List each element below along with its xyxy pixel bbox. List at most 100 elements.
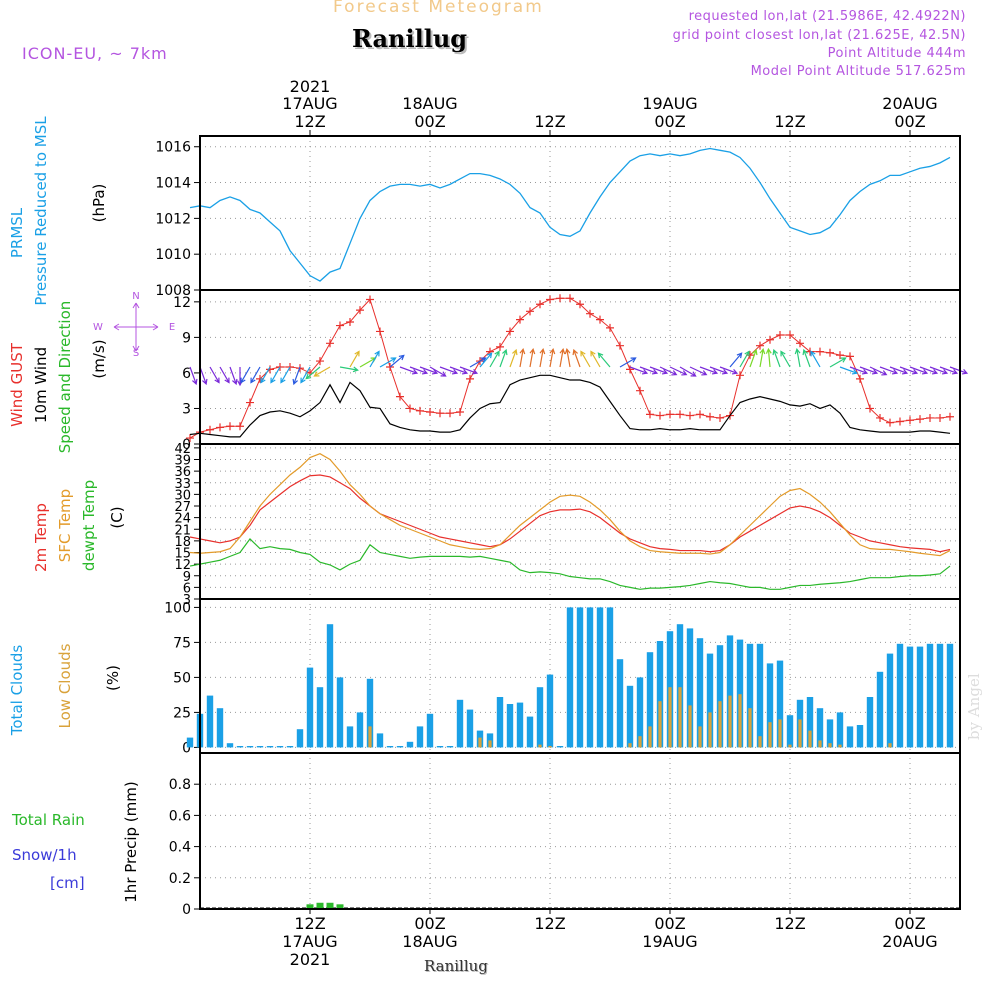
total-clouds-bar: [396, 746, 404, 748]
y-tick-label: 0: [182, 740, 191, 756]
total-clouds-bar: [276, 746, 284, 748]
pressure-line: [189, 147, 951, 282]
panel-frame-precip: [199, 752, 961, 910]
gust-marker: [786, 331, 794, 340]
total-clouds-bar: [356, 712, 364, 748]
pressure-label-prmsl: PRMSL: [8, 207, 26, 258]
wind-direction-arrow: [199, 366, 208, 386]
wind-direction-arrow: [509, 348, 518, 368]
total-rain-label: Total Rain: [11, 811, 85, 829]
bottom-time-label: 19AUG: [642, 932, 697, 951]
wind-direction-arrow: [597, 352, 611, 368]
wind-direction-arrow: [839, 366, 859, 375]
wind-direction-arrow: [739, 350, 750, 368]
gust-marker: [576, 300, 584, 309]
top-date-label: 18AUG: [402, 94, 457, 113]
wind-direction-arrow: [669, 366, 688, 376]
y-tick-label: 27: [174, 500, 191, 515]
wind-direction-arrow: [479, 352, 493, 368]
y-tick-label: 1016: [155, 140, 191, 156]
sfc-temp-label: SFC Temp: [56, 489, 74, 562]
gust-marker: [346, 317, 354, 326]
total-clouds-bar: [256, 746, 264, 748]
total-clouds-bar: [706, 653, 714, 748]
rain-bar: [326, 902, 334, 909]
total-clouds-bar: [576, 607, 584, 748]
wind-direction-arrow: [919, 366, 939, 375]
gust-marker: [646, 410, 654, 419]
total-clouds-bar: [896, 643, 904, 748]
y-tick-label: 39: [174, 454, 191, 469]
total-clouds-bar: [826, 719, 834, 748]
y-tick-label: 0: [182, 437, 191, 453]
low-clouds-bar: [538, 744, 542, 748]
gust-marker: [246, 398, 254, 407]
total-clouds-bar: [236, 746, 244, 748]
gust-marker: [846, 352, 854, 361]
top-time-label: 00Z: [414, 112, 445, 131]
sfc-temp-line: [189, 453, 951, 557]
y-tick-label: 15: [174, 547, 191, 562]
low-clouds-bar: [728, 695, 732, 748]
total-clouds-bar: [636, 677, 644, 748]
total-clouds-bar: [566, 607, 574, 748]
wind-direction-arrow: [559, 348, 566, 368]
panel-frame-pressure: [199, 135, 961, 291]
gust-marker: [876, 413, 884, 422]
top-time-label: 12Z: [774, 112, 805, 131]
total-clouds-bar: [316, 687, 324, 748]
wind-direction-arrow: [909, 366, 929, 375]
low-clouds-bar: [488, 740, 492, 748]
wind-direction-arrow: [580, 350, 591, 368]
low-clouds-label: Low Clouds: [56, 643, 74, 728]
total-clouds-bar: [416, 726, 424, 748]
gust-marker: [896, 417, 904, 426]
gust-marker: [526, 307, 534, 316]
y-tick-label: 0.6: [169, 808, 191, 824]
wind-direction-arrow: [939, 366, 959, 375]
wind-direction-arrow: [250, 366, 261, 384]
wind-direction-arrow: [419, 366, 439, 375]
wind-direction-arrow: [649, 366, 669, 375]
y-tick-label: 0.2: [169, 871, 191, 887]
wind-direction-arrow: [889, 366, 909, 375]
wind-direction-arrow: [619, 357, 637, 368]
wind-direction-arrow: [292, 366, 301, 386]
total-clouds-bar: [836, 712, 844, 748]
y-tick-label: 21: [174, 523, 191, 538]
wind-direction-arrow: [590, 350, 601, 368]
wind-direction-arrow: [719, 366, 739, 375]
gust-marker: [836, 351, 844, 360]
total-clouds-bar: [856, 725, 864, 748]
low-clouds-bar: [708, 712, 712, 748]
low-clouds-bar: [788, 744, 792, 748]
gust-marker: [546, 295, 554, 304]
total-clouds-label: Total Clouds: [8, 645, 26, 737]
y-tick-label: 3: [182, 401, 191, 417]
wind-direction-arrow: [849, 366, 869, 375]
gust-marker: [456, 408, 464, 417]
total-clouds-bar: [306, 667, 314, 748]
wind-direction-arrow: [659, 366, 678, 376]
gust-marker: [416, 406, 424, 415]
gust-marker: [606, 323, 614, 332]
wind-direction-arrow: [449, 366, 469, 375]
y-tick-label: 75: [173, 635, 191, 651]
gust-marker: [356, 306, 364, 315]
pressure-label-msl: Pressure Reduced to MSL: [32, 116, 50, 306]
wind-direction-arrow: [300, 366, 311, 384]
low-clouds-bar: [668, 687, 672, 748]
total-clouds-bar: [386, 746, 394, 748]
total-clouds-bar: [406, 741, 414, 748]
bottom-time-label: 17AUG: [282, 932, 337, 951]
total-clouds-bar: [376, 733, 384, 748]
y-tick-label: 50: [173, 670, 191, 686]
wind-direction-arrow: [679, 366, 697, 377]
bottom-time-label: 00Z: [654, 914, 685, 933]
gust-marker: [536, 300, 544, 309]
wind-direction-arrow: [459, 366, 479, 375]
wind-direction-arrow: [379, 357, 397, 368]
total-clouds-bar: [926, 643, 934, 748]
low-clouds-bar: [638, 736, 642, 748]
